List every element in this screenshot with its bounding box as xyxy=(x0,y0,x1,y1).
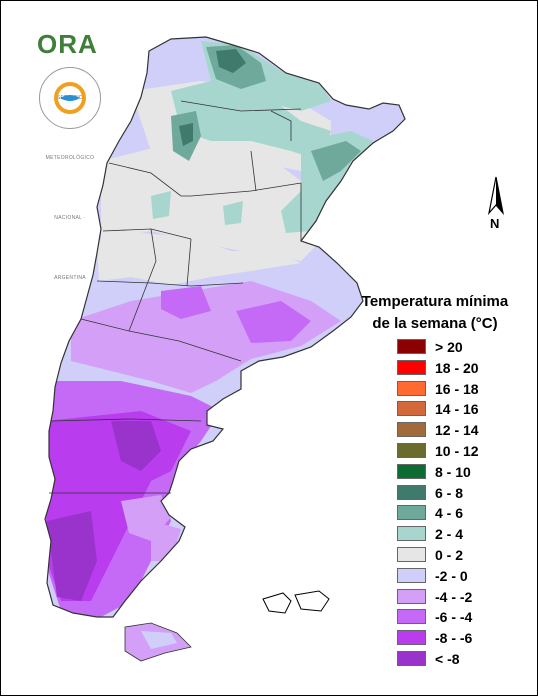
legend-item: 14 - 16 xyxy=(397,401,527,419)
legend-swatch xyxy=(397,380,426,396)
legend-title-line1: Temperatura mínima xyxy=(361,293,509,310)
legend-swatch xyxy=(397,359,426,375)
legend-swatch xyxy=(397,422,426,438)
legend-item: 12 - 14 xyxy=(397,422,527,440)
legend-item: < -8 xyxy=(397,651,527,669)
legend-swatch xyxy=(397,526,426,542)
legend-swatch xyxy=(397,567,426,583)
smn-seal-logo: SERVICIO METEOROLÓGICO NACIONAL · ARGENT… xyxy=(39,67,101,281)
north-arrow-icon xyxy=(487,176,505,216)
legend-item: > 20 xyxy=(397,339,527,357)
legend-label: > 20 xyxy=(435,339,463,355)
legend-label: 10 - 12 xyxy=(435,443,479,459)
legend-item: 2 - 4 xyxy=(397,526,527,544)
ora-logo-text: ORA xyxy=(37,29,98,59)
malvinas-islands xyxy=(262,590,330,614)
legend-label: 18 - 20 xyxy=(435,359,479,376)
legend-label: 0 - 2 xyxy=(435,547,464,563)
legend-label: 4 - 6 xyxy=(435,505,464,522)
legend-swatch xyxy=(397,463,426,479)
legend-label: 12 - 14 xyxy=(435,422,479,439)
legend-label: -2 - 0 xyxy=(435,567,468,584)
legend-item: -2 - 0 xyxy=(397,567,527,586)
legend-label: 16 - 18 xyxy=(435,380,479,397)
legend-label: 6 - 8 xyxy=(435,484,464,501)
legend-label: -6 - -4 xyxy=(435,609,473,626)
legend-item: 6 - 8 xyxy=(397,484,527,503)
legend-swatch xyxy=(397,547,426,562)
legend-label: 2 - 4 xyxy=(435,526,464,543)
legend-swatch xyxy=(397,651,426,666)
legend-label: < -8 xyxy=(435,651,460,667)
legend-item: 4 - 6 xyxy=(397,505,527,523)
legend-swatch xyxy=(397,443,426,458)
legend-swatch xyxy=(397,484,426,500)
legend-label: -8 - -6 xyxy=(435,630,473,647)
legend-item: -8 - -6 xyxy=(397,630,527,648)
legend-swatch xyxy=(397,339,426,354)
legend-item: 16 - 18 xyxy=(397,380,527,399)
legend-swatch xyxy=(397,609,426,625)
north-arrow-label: N xyxy=(490,216,500,231)
legend-label: 8 - 10 xyxy=(435,463,471,480)
legend-swatch xyxy=(397,630,426,646)
legend-label: 14 - 16 xyxy=(435,401,479,418)
legend-swatch xyxy=(397,401,426,417)
legend-item: -6 - -4 xyxy=(397,609,527,627)
legend-item: 0 - 2 xyxy=(397,547,527,565)
legend-item: -4 - -2 xyxy=(397,588,527,607)
legend-item: 10 - 12 xyxy=(397,443,527,461)
legend-swatch xyxy=(397,505,426,521)
legend-item: 18 - 20 xyxy=(397,359,527,378)
smn-seal-icon xyxy=(54,82,86,114)
legend-swatch xyxy=(397,588,426,604)
legend-label: -4 - -2 xyxy=(435,588,473,605)
ora-logo: ORA SERVICIO METEOROLÓGICO NACIONAL · AR… xyxy=(35,29,107,281)
legend-item: 8 - 10 xyxy=(397,463,527,482)
legend-title: Temperatura mínima de la semana (°C) xyxy=(341,291,529,335)
legend-title-line2: de la semana (°C) xyxy=(372,315,498,332)
